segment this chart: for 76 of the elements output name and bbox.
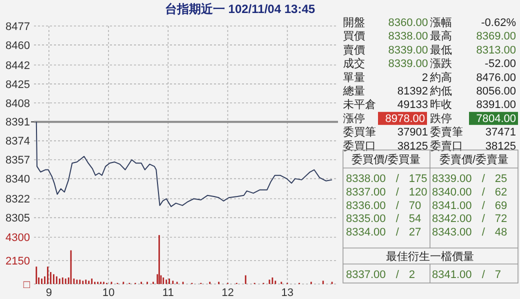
y-tick-label: 8425	[6, 78, 30, 91]
x-tick-label: 12	[222, 287, 234, 299]
text: 8334.00 / 27	[346, 226, 422, 239]
text: 8369.00	[476, 30, 516, 43]
text: 8338.00 / 175	[346, 173, 428, 185]
text: 8337.00 / 120	[346, 186, 428, 198]
text: 8476.00	[476, 72, 516, 84]
y-tick-label: 8357	[6, 154, 30, 167]
text: 最佳衍生一檔價量	[386, 250, 474, 263]
x-tick-label: 11	[162, 287, 174, 299]
x-tick-label: 9	[46, 287, 52, 299]
text: 8056.00	[476, 86, 516, 98]
text: 8336.00 / 70	[346, 200, 422, 212]
text: 約高	[430, 70, 452, 84]
text: 8337.00 / 2	[346, 269, 416, 281]
y-tick-label: 8322	[6, 194, 30, 206]
text: 38125	[485, 140, 516, 152]
y-tick-label: 8305	[6, 212, 30, 225]
text: 8391.00	[476, 99, 516, 112]
text: 49133	[397, 99, 428, 112]
text: 8360.00	[388, 17, 428, 29]
text: 8339.00	[388, 44, 428, 56]
text: 37901	[397, 126, 428, 139]
text: 8978.00	[385, 112, 425, 125]
text: 委賣價/委賣量	[439, 153, 509, 166]
y-tick-label: 8391	[6, 116, 30, 129]
text: 委賣筆	[430, 126, 463, 139]
text: -52.00	[484, 58, 516, 70]
text: 38125	[397, 140, 428, 152]
y-tick-label: 8442	[6, 60, 30, 72]
text: 最低	[430, 44, 452, 56]
text: 漲幅	[430, 17, 452, 29]
text: 8341.00 / 69	[432, 200, 508, 212]
y-tick-label: □	[23, 278, 30, 291]
text: 8338.00	[388, 30, 428, 43]
text: 漲停	[343, 112, 365, 125]
text: 總量	[342, 86, 365, 98]
text: 委買口	[343, 139, 376, 152]
text: 賣價	[343, 43, 365, 56]
y-tick-label: 8374	[6, 136, 30, 148]
text: 成交	[343, 57, 365, 70]
text: 8339.00	[388, 58, 428, 70]
text: 2	[422, 72, 428, 84]
text: 8339.00 / 25	[432, 173, 508, 185]
text: 委買筆	[343, 126, 376, 139]
text: 委賣口	[430, 139, 463, 152]
text: 8342.00 / 72	[432, 213, 508, 226]
text: 開盤	[343, 17, 365, 29]
text: -0.62%	[481, 17, 516, 29]
y-tick-label: 4300	[6, 232, 30, 244]
chart-title: 台指期近一 102/11/04 13:45	[164, 2, 316, 16]
text: 8335.00 / 54	[346, 213, 422, 226]
text: 8341.00 / 7	[432, 269, 502, 281]
y-tick-label: 8408	[6, 98, 30, 110]
y-tick-label: 8460	[6, 40, 30, 52]
text: 未平倉	[343, 98, 376, 112]
text: 8313.00	[476, 44, 516, 56]
x-tick-label: 10	[102, 287, 115, 299]
y-tick-label: 8477	[6, 20, 30, 33]
text: 約低	[430, 86, 452, 98]
y-tick-label: 2150	[6, 255, 30, 268]
text: 單量	[343, 72, 365, 84]
text: 8343.00 / 48	[432, 226, 508, 239]
text: 跌停	[430, 112, 452, 125]
text: 漲跌	[430, 58, 452, 70]
text: 買價	[343, 30, 365, 43]
text: 37471	[485, 126, 516, 139]
text: 委買價/委買量	[351, 153, 421, 166]
text: 最高	[430, 30, 452, 43]
line-series	[36, 121, 333, 208]
y-tick-label: 8340	[6, 174, 30, 186]
text: 81392	[397, 86, 428, 98]
text: 昨收	[430, 99, 452, 112]
text: 7804.00	[476, 112, 516, 125]
x-tick-label: 13	[281, 287, 294, 299]
text: 8340.00 / 62	[432, 186, 508, 198]
